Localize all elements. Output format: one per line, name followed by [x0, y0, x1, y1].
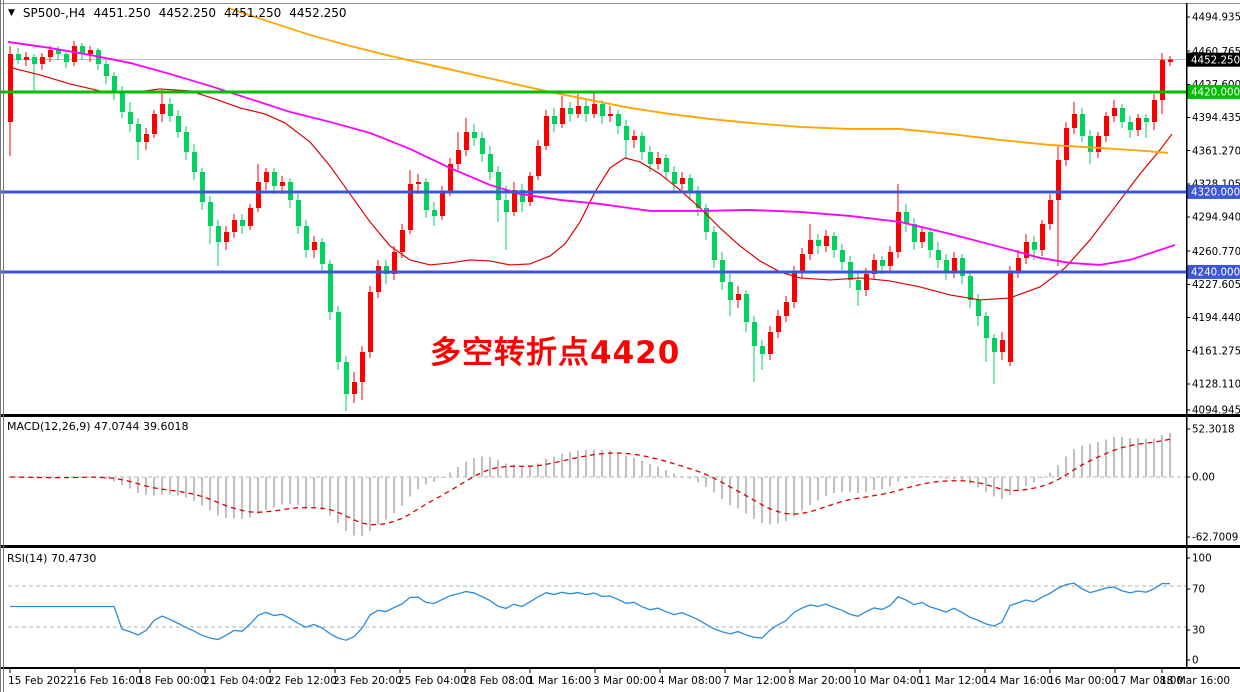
svg-text:21 Feb 04:00: 21 Feb 04:00: [203, 675, 272, 687]
svg-text:17 Mar 08:00: 17 Mar 08:00: [1113, 675, 1183, 687]
collapse-icon[interactable]: ▼: [8, 8, 15, 18]
svg-text:18 Mar 16:00: 18 Mar 16:00: [1160, 675, 1230, 687]
rsi-line: [10, 582, 1171, 641]
svg-text:16 Mar 00:00: 16 Mar 00:00: [1048, 675, 1118, 687]
price-tag-4320.000: [1187, 184, 1240, 199]
ohlc-header: ▼ SP500-,H4 4451.250 4452.250 4451.250 4…: [8, 6, 347, 20]
high-value: 4452.250: [158, 6, 217, 20]
svg-text:4 Mar 08:00: 4 Mar 08:00: [658, 675, 721, 687]
svg-text:25 Feb 04:00: 25 Feb 04:00: [398, 675, 467, 687]
symbol-period-label: SP500-,H4: [22, 6, 86, 20]
svg-text:100: 100: [1192, 553, 1212, 565]
close-value: 4452.250: [289, 6, 347, 20]
macd-plot[interactable]: 52.3018 0.00 -62.7009: [8, 424, 1238, 544]
svg-text:30: 30: [1192, 625, 1205, 637]
svg-text:8 Mar 20:00: 8 Mar 20:00: [788, 675, 851, 687]
svg-text:4320.000: 4320.000: [1191, 187, 1240, 199]
rsi-indicator-label: RSI(14) 70.4730: [7, 552, 97, 565]
text-annotation[interactable]: 多空转折点4420: [430, 335, 681, 371]
svg-text:0.00: 0.00: [1192, 472, 1215, 484]
svg-text:4227.605: 4227.605: [1192, 279, 1240, 291]
ma-mid-line: [7, 41, 1176, 266]
svg-text:3 Mar 00:00: 3 Mar 00:00: [593, 675, 656, 687]
price-axis[interactable]: 4494.9354460.7654427.6004394.4354361.270…: [1186, 12, 1240, 417]
price-tag-4452.250: [1187, 52, 1240, 67]
svg-text:4361.270: 4361.270: [1192, 145, 1240, 157]
svg-text:11 Mar 12:00: 11 Mar 12:00: [918, 675, 988, 687]
macd-indicator-label: MACD(12,26,9) 47.0744 39.6018: [7, 420, 189, 433]
open-value: 4451.250: [93, 6, 151, 20]
svg-text:16 Feb 16:00: 16 Feb 16:00: [73, 675, 142, 687]
svg-text:4128.110: 4128.110: [1192, 378, 1240, 390]
svg-text:14 Mar 16:00: 14 Mar 16:00: [983, 675, 1053, 687]
svg-text:4420.000: 4420.000: [1191, 87, 1240, 99]
svg-text:10 Mar 04:00: 10 Mar 04:00: [853, 675, 923, 687]
svg-text:18 Feb 00:00: 18 Feb 00:00: [138, 675, 207, 687]
svg-text:1 Mar 16:00: 1 Mar 16:00: [528, 675, 591, 687]
svg-text:4294.940: 4294.940: [1192, 212, 1240, 224]
svg-text:52.3018: 52.3018: [1192, 424, 1235, 436]
ma-slow-line: [227, 7, 1169, 154]
svg-text:7 Mar 12:00: 7 Mar 12:00: [723, 675, 786, 687]
svg-text:4094.945: 4094.945: [1192, 405, 1240, 417]
price-tag-4420.000: [1187, 84, 1240, 99]
svg-text:23 Feb 20:00: 23 Feb 20:00: [333, 675, 402, 687]
svg-text:4260.770: 4260.770: [1192, 246, 1240, 258]
svg-text:4194.440: 4194.440: [1192, 312, 1240, 324]
svg-text:22 Feb 12:00: 22 Feb 12:00: [268, 675, 337, 687]
svg-text:28 Feb 08:00: 28 Feb 08:00: [463, 675, 532, 687]
svg-text:-62.7009: -62.7009: [1192, 532, 1238, 544]
main-chart-plot[interactable]: [0, 7, 1186, 411]
rsi-plot[interactable]: 100 70 30 0: [8, 553, 1212, 667]
svg-text:4161.275: 4161.275: [1192, 345, 1240, 357]
svg-text:4240.000: 4240.000: [1191, 267, 1240, 279]
low-value: 4451.250: [224, 6, 282, 20]
svg-text:15 Feb 2022: 15 Feb 2022: [8, 675, 73, 687]
ma-fast-line: [7, 66, 1173, 301]
svg-text:4394.435: 4394.435: [1192, 112, 1240, 124]
svg-text:0: 0: [1192, 655, 1199, 667]
price-tag-4240.000: [1187, 264, 1240, 279]
macd-signal-line: [9, 438, 1171, 526]
svg-text:4494.935: 4494.935: [1192, 12, 1240, 24]
svg-text:70: 70: [1192, 584, 1205, 596]
svg-text:4452.250: 4452.250: [1191, 54, 1240, 66]
